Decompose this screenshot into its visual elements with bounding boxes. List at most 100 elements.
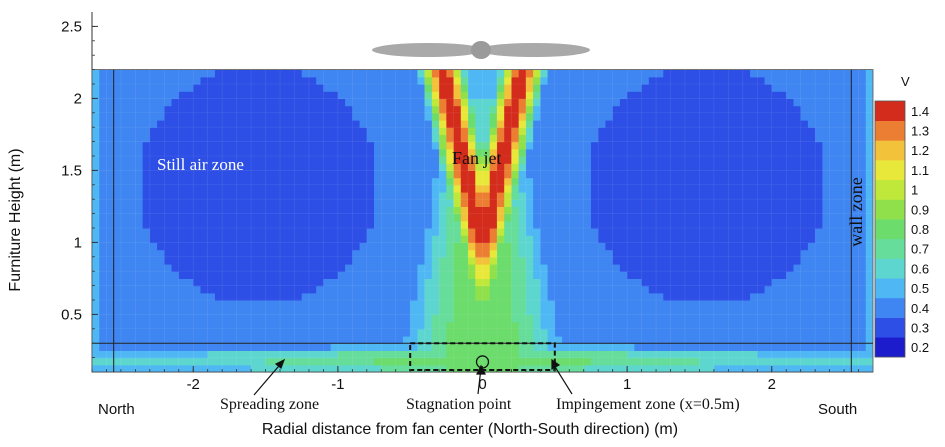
field-cell: [294, 350, 303, 359]
field-cell: [627, 184, 635, 193]
field-cell: [771, 206, 780, 215]
field-cell: [641, 156, 650, 164]
field-cell: [706, 242, 715, 251]
field-cell: [525, 206, 534, 215]
field-cell: [410, 307, 419, 315]
field-cell: [547, 76, 556, 85]
field-cell: [836, 163, 845, 171]
field-cell: [200, 328, 209, 337]
field-cell: [280, 156, 288, 164]
field-cell: [569, 242, 578, 251]
field-cell: [598, 206, 607, 215]
field-cell: [200, 321, 209, 330]
field-cell: [128, 134, 136, 143]
field-cell: [656, 69, 664, 78]
field-cell: [757, 141, 766, 150]
field-cell: [193, 264, 202, 272]
field-cell: [178, 364, 187, 372]
field-cell: [193, 256, 202, 265]
field-cell: [142, 177, 151, 186]
field-cell: [402, 105, 411, 114]
field-cell: [533, 192, 541, 200]
field-cell: [496, 249, 505, 258]
field-cell: [750, 199, 758, 207]
field-cell: [142, 184, 151, 193]
field-cell: [388, 127, 397, 135]
field-cell: [511, 112, 520, 121]
field-cell: [272, 242, 281, 251]
field-cell: [576, 112, 585, 121]
field-cell: [193, 249, 202, 258]
field-cell: [692, 141, 701, 150]
field-cell: [807, 242, 816, 251]
field-cell: [186, 336, 194, 344]
field-cell: [533, 228, 541, 236]
field-cell: [359, 163, 368, 171]
field-cell: [844, 134, 852, 143]
field-cell: [518, 148, 527, 157]
field-cell: [446, 127, 455, 135]
field-cell: [844, 170, 852, 179]
field-cell: [272, 271, 281, 279]
field-cell: [728, 127, 737, 135]
field-cell: [417, 343, 426, 351]
field-cell: [359, 156, 368, 164]
field-cell: [265, 256, 274, 265]
field-cell: [164, 170, 173, 179]
field-cell: [323, 292, 332, 301]
field-cell: [410, 285, 419, 294]
field-cell: [229, 228, 238, 236]
field-cell: [395, 206, 404, 215]
field-cell: [829, 141, 838, 150]
field-cell: [388, 199, 397, 207]
field-cell: [771, 177, 780, 186]
field-cell: [359, 357, 368, 366]
field-cell: [547, 134, 556, 143]
field-cell: [229, 141, 238, 150]
field-cell: [410, 264, 419, 272]
field-cell: [627, 170, 635, 179]
field-cell: [186, 170, 194, 179]
field-cell: [359, 328, 368, 337]
field-cell: [706, 364, 715, 372]
field-cell: [684, 321, 693, 330]
annotation-south: South: [818, 401, 857, 418]
field-cell: [692, 112, 701, 121]
field-cell: [186, 127, 194, 135]
field-cell: [771, 350, 780, 359]
field-cell: [128, 228, 136, 236]
field-cell: [113, 105, 122, 114]
field-cell: [757, 271, 766, 279]
field-cell: [822, 184, 831, 193]
field-cell: [92, 300, 100, 308]
field-cell: [656, 163, 664, 171]
field-cell: [251, 220, 259, 229]
field-cell: [135, 328, 144, 337]
field-cell: [229, 314, 238, 323]
field-cell: [142, 134, 151, 143]
field-cell: [135, 213, 144, 222]
field-cell: [562, 314, 570, 323]
field-cell: [511, 148, 520, 157]
field-cell: [424, 278, 433, 287]
field-cell: [757, 242, 766, 251]
field-cell: [92, 343, 100, 351]
field-cell: [431, 235, 440, 243]
field-cell: [489, 278, 498, 287]
colorbar-label: 1.2: [911, 143, 929, 158]
field-cell: [424, 307, 433, 315]
field-cell: [446, 184, 455, 193]
field-cell: [178, 105, 187, 114]
annotation-impingement-zone: Impingement zone (x=0.5m): [556, 396, 740, 413]
field-cell: [713, 156, 722, 164]
field-cell: [424, 220, 433, 229]
field-cell: [822, 105, 831, 114]
field-cell: [287, 177, 296, 186]
field-cell: [460, 112, 469, 121]
field-cell: [388, 328, 397, 337]
field-cell: [504, 148, 513, 157]
field-cell: [395, 278, 404, 287]
field-cell: [750, 148, 758, 157]
field-cell: [562, 336, 570, 344]
field-cell: [590, 127, 599, 135]
